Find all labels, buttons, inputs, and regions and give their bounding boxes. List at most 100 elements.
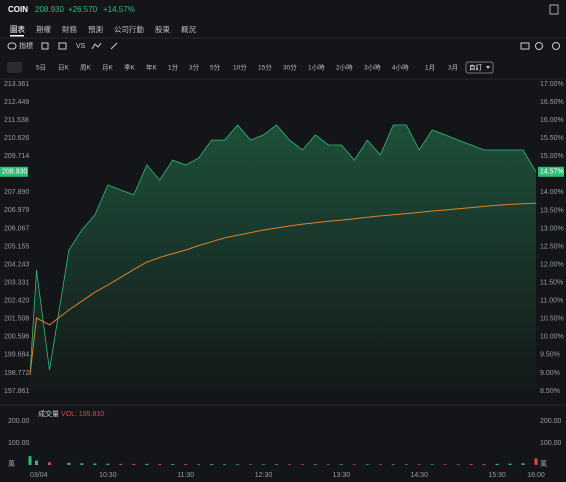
avg-line <box>29 202 537 376</box>
volume-bar <box>236 464 240 465</box>
interval[interactable]: 1月 <box>425 64 435 72</box>
y-tick-label: 202.420 <box>4 298 29 305</box>
interval[interactable]: 15分 <box>258 63 272 72</box>
x-tick-label: 03/04 <box>30 472 48 479</box>
y2-tick-label: 16.50% <box>540 99 564 106</box>
volume-bar <box>210 464 214 465</box>
y-tick-label: 200.00 <box>8 418 30 425</box>
y-tick-label: 209.714 <box>4 153 29 160</box>
volume-bar <box>223 464 227 465</box>
interval[interactable]: 2小時 <box>336 63 353 72</box>
interval[interactable]: 30分 <box>283 63 297 72</box>
camera-icon[interactable] <box>520 42 530 50</box>
x-tick-label: 13:30 <box>333 472 351 479</box>
draw-icon[interactable] <box>91 42 102 50</box>
y-tick-label: 210.626 <box>4 135 29 142</box>
volume-annotation: VOL: 195.810 <box>61 411 104 418</box>
y-tick-label: 199.684 <box>4 352 29 359</box>
interval[interactable]: 3月 <box>448 64 458 72</box>
y2-tick-label: 15.50% <box>540 135 564 142</box>
dropdown-arrow[interactable] <box>486 66 490 69</box>
volume-bar <box>287 464 291 465</box>
compare[interactable]: VS <box>76 43 86 50</box>
volume-bar <box>534 458 538 465</box>
y-tick-label: 197.861 <box>4 388 29 395</box>
y-tick-label: 萬 <box>8 459 15 468</box>
candle-icon[interactable] <box>41 42 49 50</box>
more-icon[interactable] <box>552 42 560 50</box>
interval[interactable]: 5分 <box>210 63 221 72</box>
layout-button[interactable] <box>7 62 22 73</box>
x-tick-label: 15:30 <box>488 472 506 479</box>
x-tick-label: 14:30 <box>410 472 428 479</box>
y2-tick-label: 9.50% <box>540 352 560 359</box>
y-tick-label: 203.331 <box>4 280 29 287</box>
volume-bar <box>391 464 395 465</box>
volume-bar <box>158 464 162 465</box>
price-marker-bg <box>0 166 28 177</box>
y2-tick-label: 11.50% <box>540 279 563 286</box>
x-tick-label: 16:00 <box>527 472 545 479</box>
tab[interactable]: 期權 <box>36 24 51 34</box>
volume-bar <box>28 456 32 465</box>
y2-tick-label: 8.50% <box>540 388 560 395</box>
custom-box[interactable] <box>465 61 494 74</box>
volume-bar <box>93 463 97 465</box>
volume-bar <box>313 464 317 465</box>
y2-tick-label: 11.00% <box>540 298 563 305</box>
tab[interactable]: 股東 <box>155 24 170 34</box>
interval[interactable]: 自訂 <box>469 63 483 72</box>
box-icon[interactable] <box>58 42 67 50</box>
price-line <box>29 124 537 376</box>
volume-bar <box>119 463 123 465</box>
y2-tick-label: 9.00% <box>540 370 560 377</box>
tab[interactable]: 圖表 <box>10 24 25 34</box>
volume-bar <box>197 464 201 465</box>
y2-tick-label: 100.00 <box>540 440 562 447</box>
interval[interactable]: 10分 <box>233 63 247 72</box>
interval[interactable]: 周K <box>80 64 92 72</box>
y2-tick-label: 14.00% <box>540 189 564 196</box>
volume-bar <box>521 463 525 465</box>
pen-icon[interactable] <box>110 42 118 50</box>
interval[interactable]: 日K <box>58 64 70 72</box>
tab[interactable]: 財務 <box>62 24 77 34</box>
interval[interactable]: 月K <box>102 64 114 72</box>
volume-bar <box>300 464 304 465</box>
volume-bar <box>80 463 84 465</box>
interval[interactable]: 1小時 <box>308 63 325 72</box>
x-tick-label: 12:30 <box>255 472 273 479</box>
interval[interactable]: 年K <box>146 63 158 72</box>
indicator-icon[interactable] <box>7 42 17 50</box>
price: 208.930 <box>35 5 64 14</box>
volume-bar <box>430 464 434 465</box>
volume-bar <box>184 464 188 465</box>
volume-bar <box>326 464 330 465</box>
interval[interactable]: 4小時 <box>392 63 409 72</box>
y2-tick-label: 16.00% <box>540 117 564 124</box>
interval[interactable]: 5日 <box>36 64 46 72</box>
tab[interactable]: 預測 <box>88 24 103 34</box>
x-tick-label: 10:30 <box>99 472 117 479</box>
symbol: COIN <box>8 5 28 14</box>
y2-tick-label: 萬 <box>540 459 547 468</box>
pct-marker: 14.57% <box>540 169 564 176</box>
tab[interactable]: 概況 <box>181 24 196 34</box>
volume-bar <box>404 464 408 465</box>
interval[interactable]: 1分 <box>168 63 179 72</box>
y-tick-label: 213.361 <box>4 81 29 88</box>
y2-tick-label: 12.00% <box>540 261 564 268</box>
tab[interactable]: 公司行動 <box>114 24 144 34</box>
y-tick-label: 100.00 <box>8 440 30 447</box>
volume-bar <box>378 464 382 465</box>
settings-icon[interactable] <box>535 42 543 50</box>
volume-bar <box>67 462 71 465</box>
interval[interactable]: 3小時 <box>364 63 381 72</box>
y2-tick-label: 13.50% <box>540 207 564 214</box>
exit-icon[interactable] <box>549 4 559 15</box>
interval[interactable]: 季K <box>124 63 136 72</box>
y-tick-label: 207.890 <box>4 189 29 196</box>
interval[interactable]: 3分 <box>189 63 200 72</box>
indicators[interactable]: 指標 <box>19 41 33 50</box>
